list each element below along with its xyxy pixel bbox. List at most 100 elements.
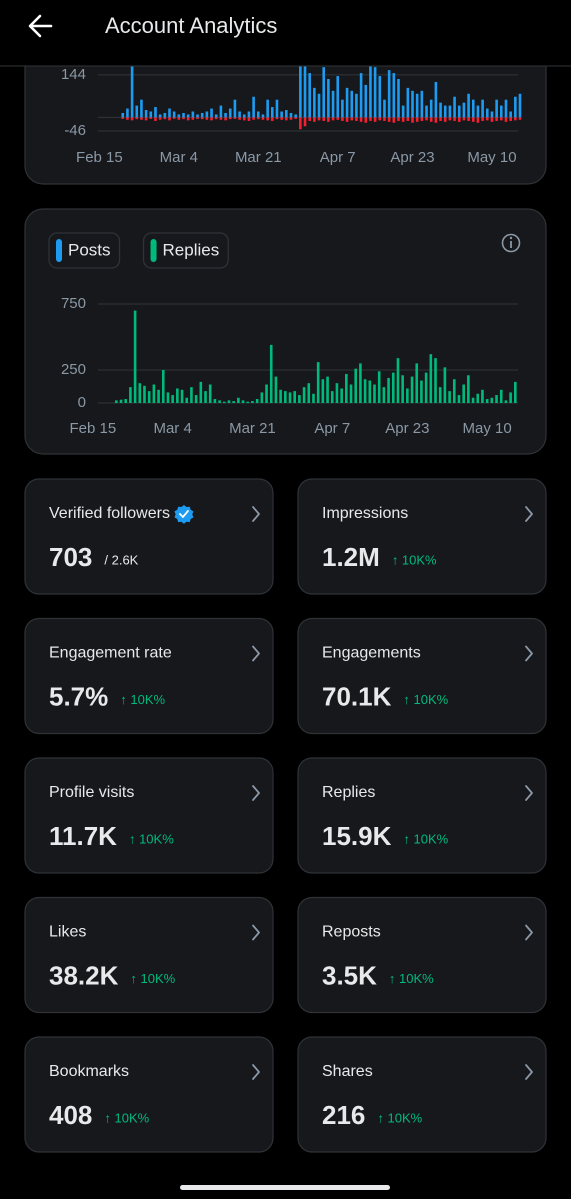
stat-card-bg	[297, 757, 547, 874]
bar	[280, 111, 283, 118]
bar	[438, 387, 442, 403]
stat-card[interactable]: Impressions 1.2M ↑ 10K%	[297, 478, 547, 595]
bar	[205, 117, 209, 120]
y-tick-label: 250	[61, 361, 86, 378]
bar	[228, 108, 232, 118]
bars	[115, 310, 517, 403]
bar	[177, 117, 181, 120]
bar	[168, 117, 171, 121]
bar	[279, 389, 282, 403]
bar	[425, 117, 428, 121]
bar	[425, 105, 428, 118]
stat-title: Engagement rate	[49, 645, 172, 662]
bar	[168, 108, 171, 118]
stat-card[interactable]: Likes 38.2K ↑ 10K%	[24, 896, 274, 1014]
bar	[271, 117, 274, 121]
bar	[140, 99, 143, 118]
stat-card[interactable]: Verified followers 703 / 2.6K	[24, 478, 274, 595]
bar	[401, 105, 405, 118]
legend-item[interactable]: Posts	[48, 232, 121, 269]
bar	[364, 117, 368, 123]
bar	[163, 117, 167, 120]
stat-card[interactable]: Replies 15.9K ↑ 10K%	[297, 757, 547, 874]
bar	[308, 73, 311, 118]
bar	[509, 111, 512, 118]
x-tick-label: Mar 4	[153, 420, 191, 437]
bar	[387, 377, 390, 403]
bar	[383, 99, 386, 118]
bar	[252, 117, 255, 120]
bar	[256, 117, 260, 120]
bar	[495, 395, 498, 403]
x-tick-label: Mar 21	[235, 149, 282, 166]
bar	[154, 107, 157, 118]
bar	[121, 112, 125, 118]
info-icon[interactable]	[501, 233, 521, 253]
bar	[261, 117, 265, 120]
stat-card[interactable]: Profile visits 11.7K ↑ 10K%	[24, 757, 274, 874]
bar	[200, 112, 204, 118]
bar	[119, 399, 123, 403]
stat-card-bg	[297, 896, 547, 1014]
bar	[378, 76, 382, 118]
stat-card[interactable]: Engagements 70.1K ↑ 10K%	[297, 617, 547, 735]
bar	[247, 111, 251, 118]
bar	[158, 117, 162, 120]
back-button[interactable]	[28, 14, 53, 38]
bar	[176, 388, 179, 403]
bar	[457, 395, 461, 403]
back-arrow	[28, 14, 53, 38]
y-tick-label: -46	[64, 122, 86, 139]
bar	[471, 397, 475, 403]
bar	[121, 117, 125, 119]
legend-item[interactable]: Replies	[142, 232, 229, 269]
stat-card[interactable]: Reposts 3.5K ↑ 10K%	[297, 896, 547, 1014]
bar	[126, 108, 129, 118]
bar	[514, 117, 517, 121]
bar	[373, 384, 376, 403]
stat-title: Profile visits	[49, 784, 134, 801]
stat-value: 70.1K	[322, 681, 392, 711]
bar	[481, 389, 484, 403]
bar	[420, 90, 424, 118]
bar	[383, 117, 386, 121]
bar	[149, 111, 153, 118]
bar	[462, 384, 465, 403]
bar	[349, 384, 353, 403]
bar	[158, 114, 162, 118]
bar	[387, 70, 391, 118]
bar	[227, 400, 231, 403]
stat-title: Reposts	[322, 924, 381, 941]
y-tick-label: 144	[61, 66, 86, 83]
stat-card[interactable]: Shares 216 ↑ 10K%	[297, 1036, 547, 1153]
stat-card[interactable]: Bookmarks 408 ↑ 10K%	[24, 1036, 274, 1153]
bar	[294, 117, 297, 119]
bar	[307, 383, 311, 403]
bar	[373, 67, 377, 118]
bar	[219, 105, 223, 118]
bar	[182, 117, 185, 120]
bar	[260, 392, 264, 403]
bar	[144, 110, 148, 118]
stat-title: Likes	[49, 924, 86, 941]
legend-chip	[142, 232, 229, 269]
bar	[327, 79, 330, 118]
stat-card-bg	[297, 478, 547, 595]
stat-card[interactable]: Engagement rate 5.7% ↑ 10K%	[24, 617, 274, 735]
bar	[303, 117, 307, 127]
bar	[490, 117, 494, 122]
bar	[147, 391, 151, 403]
bar	[313, 117, 316, 122]
bar	[269, 344, 273, 403]
bar	[204, 391, 207, 403]
bar	[364, 84, 368, 118]
bar	[271, 107, 274, 118]
bar	[500, 117, 503, 121]
bar	[232, 401, 235, 403]
bar	[471, 117, 475, 122]
bar	[185, 397, 189, 403]
bar	[350, 117, 354, 121]
bar	[274, 376, 278, 403]
bar	[186, 117, 190, 121]
